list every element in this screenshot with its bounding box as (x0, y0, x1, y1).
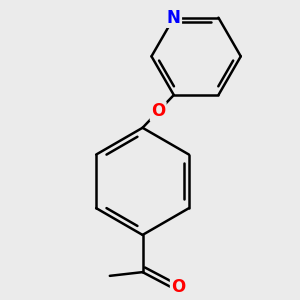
Text: N: N (167, 9, 181, 27)
Text: O: O (151, 102, 165, 120)
Text: O: O (171, 278, 185, 296)
